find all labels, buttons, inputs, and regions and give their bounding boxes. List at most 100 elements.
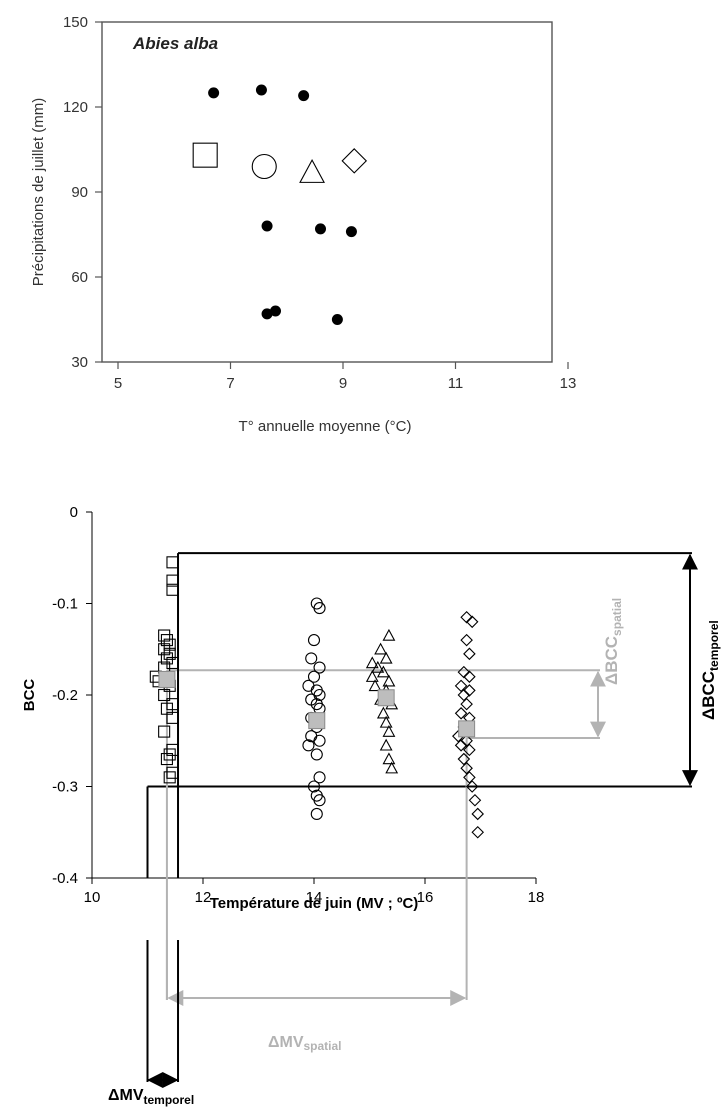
chart-2-point-open-square: [166, 556, 179, 569]
chart-2-point-open-triangle: [385, 761, 399, 774]
chart-2-point-open-square: [166, 711, 179, 724]
chart-2-point-open-diamond: [465, 780, 479, 793]
chart-2-point-open-square: [166, 574, 179, 587]
chart-1-point-open-triangle: [299, 159, 325, 183]
delta-bcc-spatial-sub: spatial: [610, 598, 624, 636]
chart-2-point-open-square: [160, 634, 173, 647]
chart-2-x-tick-label: 12: [195, 889, 212, 906]
chart-1-x-tick-label: 13: [560, 375, 577, 392]
chart-1-x-tick-label: 5: [114, 375, 122, 392]
chart-2-y-tick-label: -0.4: [52, 870, 78, 887]
chart-2-point-open-diamond: [460, 633, 473, 647]
chart-2-point-open-circle: [310, 748, 323, 761]
chart-2-point-open-diamond: [471, 807, 485, 821]
delta-mv-temporel-main: ΔMV: [108, 1087, 144, 1104]
chart-1-point-filled-circle: [261, 220, 273, 232]
chart-2-point-open-triangle: [379, 715, 393, 728]
chart-2-y-tick-label: 0: [70, 504, 78, 521]
chart-1-point-filled-circle: [208, 87, 220, 99]
chart-2-point-open-diamond: [460, 697, 473, 711]
chart-2-point-open-diamond: [457, 665, 471, 679]
delta-mv-temporel-sub: temporel: [144, 1093, 195, 1107]
chart-2-point-open-diamond: [460, 734, 473, 748]
chart-2-x-axis-label: Température de juin (MV ; ºC): [210, 895, 419, 912]
chart-1-y-tick-label: 120: [63, 99, 88, 116]
chart-1-title: Abies alba: [132, 34, 218, 53]
chart-1-precip-vs-temp: 5 7 9 11 13 30 60 90 120 150 Abies alba T° annuel…: [30, 14, 576, 435]
chart-2-point-filled-square-gray: [158, 670, 176, 688]
chart-2-y-tick-label: -0.2: [52, 687, 78, 704]
chart-2-point-filled-square-gray: [377, 689, 395, 707]
chart-2-point-open-diamond: [463, 743, 476, 757]
chart-2-point-open-circle: [313, 602, 326, 615]
chart-2-point-open-diamond: [460, 761, 473, 775]
chart-2-point-open-circle: [307, 780, 321, 793]
chart-2-point-open-square: [166, 766, 179, 779]
delta-mv-spatial-sub: spatial: [304, 1039, 342, 1053]
chart-2-point-open-triangle: [365, 670, 379, 682]
chart-2-point-open-diamond: [463, 670, 476, 683]
chart-2-point-open-triangle: [376, 665, 390, 678]
delta-mv-temporel-label: ΔMVtemporel: [108, 1087, 194, 1107]
chart-2-point-open-diamond: [454, 679, 468, 693]
delta-bcc-spatial-label: ΔBCCspatial: [602, 598, 624, 685]
chart-1-point-open-diamond: [341, 148, 368, 174]
chart-2-point-open-circle: [307, 634, 321, 647]
chart-2-point-filled-square-gray: [308, 712, 326, 730]
chart-2-point-open-square: [158, 725, 171, 738]
delta-mv-spatial-main: ΔMV: [268, 1034, 304, 1051]
chart-2-point-open-square: [166, 656, 179, 670]
chart-2-mean-markers: [158, 670, 476, 738]
chart-2-y-tick-label: -0.1: [52, 596, 78, 613]
chart-2-point-open-circle: [313, 794, 326, 807]
chart-2-point-open-circle: [302, 679, 315, 692]
chart-2-x-tick-label: 14: [306, 889, 323, 906]
chart-2-point-open-diamond: [454, 707, 468, 720]
chart-2-point-open-diamond: [457, 752, 471, 766]
chart-2-point-open-triangle: [365, 656, 379, 669]
chart-2-point-open-square: [163, 771, 176, 784]
chart-2-point-open-circle: [313, 661, 326, 674]
chart-2-point-open-triangle: [382, 628, 396, 641]
chart-2-point-open-circle: [302, 739, 315, 752]
chart-1-point-open-circle: [251, 153, 277, 180]
chart-1-x-tick-label: 7: [226, 375, 234, 392]
chart-2-ticks: 10 12 14 16 18 0 -0.1 -0.2 -0.3 -0.4: [52, 504, 544, 906]
delta-bcc-temporel-label: ΔBCCtemporel: [699, 620, 721, 720]
chart-2-point-open-diamond: [471, 825, 485, 839]
chart-2-point-open-square: [166, 583, 179, 596]
chart-2-x-tick-label: 16: [417, 889, 434, 906]
chart-1-x-tick-label: 11: [448, 375, 464, 392]
chart-2-point-open-triangle: [374, 642, 388, 655]
chart-1-points: [192, 84, 368, 325]
chart-2-point-open-diamond: [457, 688, 471, 702]
chart-1-y-tick-label: 60: [71, 269, 88, 286]
chart-1-plot-frame: [101, 21, 553, 363]
chart-1-point-filled-circle: [261, 308, 273, 320]
chart-2-x-tick-label: 10: [84, 889, 101, 906]
chart-1-x-axis-label: T° annuelle moyenne (°C): [239, 418, 412, 435]
delta-bcc-temporel-sub: temporel: [707, 620, 721, 671]
chart-1-y-tick-label: 30: [71, 354, 88, 371]
chart-1-point-filled-circle: [345, 226, 357, 238]
chart-2-point-open-circle: [305, 652, 318, 665]
chart-2-point-open-triangle: [368, 679, 382, 692]
chart-2-point-open-triangle: [382, 674, 396, 687]
chart-2-point-open-diamond: [463, 771, 476, 784]
chart-2-point-open-circle: [313, 771, 326, 784]
chart-1-ticks: 5 7 9 11 13 30 60 90 120 150: [63, 14, 576, 392]
chart-2-point-open-square: [163, 647, 176, 660]
chart-2-point-open-square: [160, 752, 173, 766]
chart-2-point-open-triangle: [379, 651, 393, 664]
chart-2-point-open-circle: [307, 670, 321, 683]
chart-1-point-filled-circle: [331, 314, 343, 325]
chart-2-point-open-square: [163, 748, 176, 761]
chart-2-point-open-diamond: [463, 684, 476, 697]
chart-2-point-open-circle: [310, 807, 323, 821]
chart-2-point-open-circle: [313, 734, 326, 747]
chart-2-point-open-diamond: [468, 793, 482, 807]
chart-2-point-open-triangle: [376, 706, 390, 719]
chart-1-point-open-square: [192, 142, 218, 168]
chart-1-y-tick-label: 90: [71, 184, 88, 201]
